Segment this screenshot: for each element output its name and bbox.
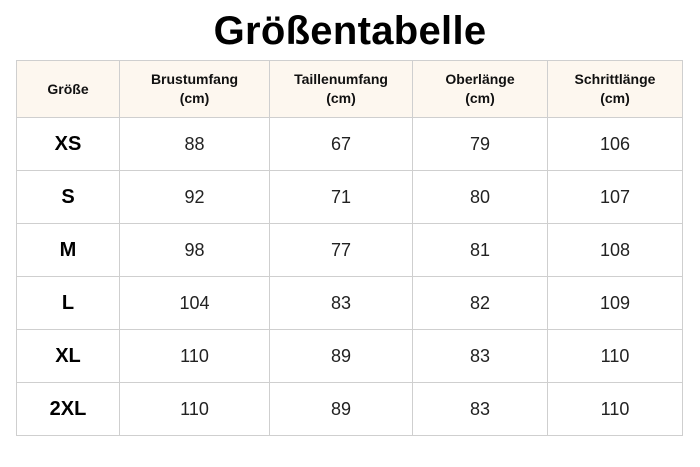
- size-cell: XL: [16, 329, 120, 383]
- header-inseam: Schrittlänge (cm): [547, 60, 683, 118]
- waist-cell: 89: [269, 382, 413, 436]
- header-top-length-label: Oberlänge: [445, 71, 515, 87]
- chest-cell: 88: [119, 117, 270, 171]
- top-length-cell: 83: [412, 382, 548, 436]
- top-length-cell: 81: [412, 223, 548, 277]
- header-top-length: Oberlänge (cm): [412, 60, 548, 118]
- header-waist-label: Taillenumfang: [294, 71, 388, 87]
- table-row: 2XL 110 89 83 110: [16, 382, 683, 436]
- table-row: XL 110 89 83 110: [16, 329, 683, 383]
- size-cell: L: [16, 276, 120, 330]
- top-length-cell: 79: [412, 117, 548, 171]
- inseam-cell: 110: [547, 382, 683, 436]
- header-waist: Taillenumfang (cm): [269, 60, 413, 118]
- header-inseam-label: Schrittlänge: [574, 71, 656, 87]
- waist-cell: 71: [269, 170, 413, 224]
- chest-cell: 110: [119, 329, 270, 383]
- header-top-length-unit: (cm): [465, 90, 495, 106]
- table-row: S 92 71 80 107: [16, 170, 683, 224]
- table-row: L 104 83 82 109: [16, 276, 683, 330]
- header-chest: Brustumfang (cm): [119, 60, 270, 118]
- inseam-cell: 107: [547, 170, 683, 224]
- waist-cell: 83: [269, 276, 413, 330]
- table-row: XS 88 67 79 106: [16, 117, 683, 171]
- inseam-cell: 108: [547, 223, 683, 277]
- header-inseam-unit: (cm): [600, 90, 630, 106]
- top-length-cell: 83: [412, 329, 548, 383]
- waist-cell: 89: [269, 329, 413, 383]
- top-length-cell: 82: [412, 276, 548, 330]
- size-chart-table: Größe Brustumfang (cm) Taillenumfang (cm…: [16, 60, 683, 436]
- inseam-cell: 109: [547, 276, 683, 330]
- page-title: Größentabelle: [213, 9, 487, 53]
- header-chest-unit: (cm): [179, 90, 210, 106]
- table-header-row: Größe Brustumfang (cm) Taillenumfang (cm…: [16, 60, 683, 118]
- size-cell: XS: [16, 117, 120, 171]
- header-size: Größe: [16, 60, 120, 118]
- size-cell: 2XL: [16, 382, 120, 436]
- header-size-label: Größe: [47, 80, 89, 97]
- chest-cell: 110: [119, 382, 270, 436]
- chest-cell: 104: [119, 276, 270, 330]
- size-cell: S: [16, 170, 120, 224]
- chest-cell: 92: [119, 170, 270, 224]
- header-chest-label: Brustumfang: [150, 71, 239, 87]
- top-length-cell: 80: [412, 170, 548, 224]
- waist-cell: 67: [269, 117, 413, 171]
- size-cell: M: [16, 223, 120, 277]
- inseam-cell: 106: [547, 117, 683, 171]
- chest-cell: 98: [119, 223, 270, 277]
- table-row: M 98 77 81 108: [16, 223, 683, 277]
- header-waist-unit: (cm): [326, 90, 356, 106]
- waist-cell: 77: [269, 223, 413, 277]
- inseam-cell: 110: [547, 329, 683, 383]
